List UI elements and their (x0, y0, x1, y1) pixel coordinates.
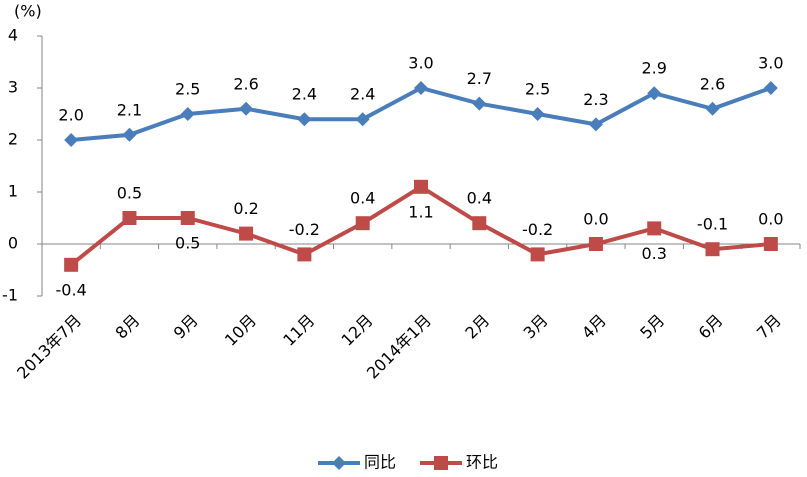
data-point (239, 226, 254, 241)
data-label: -0.2 (522, 220, 553, 239)
data-label: -0.1 (697, 215, 728, 234)
y-tick-label: 1 (8, 182, 18, 201)
data-label: 0.0 (758, 210, 783, 229)
data-label: 0.4 (350, 189, 375, 208)
y-tick-label: -1 (2, 286, 18, 305)
data-label: 3.0 (758, 54, 783, 73)
x-tick-label: 10月 (221, 311, 260, 350)
data-label: 0.5 (175, 234, 200, 253)
y-tick-label: 4 (8, 26, 18, 45)
data-point (530, 107, 545, 121)
data-label: 2.3 (583, 90, 608, 109)
data-point (472, 216, 487, 231)
data-label: 0.0 (583, 210, 608, 229)
data-point (355, 216, 370, 231)
data-point (355, 112, 370, 127)
data-point (588, 237, 603, 251)
data-label: 0.5 (117, 184, 142, 203)
data-label: 0.3 (642, 244, 667, 263)
x-tick-label: 9月 (170, 311, 202, 343)
x-tick-label: 3月 (520, 311, 552, 343)
x-tick-label: 4月 (578, 311, 610, 343)
data-point (763, 81, 778, 95)
data-point (122, 211, 137, 225)
data-point (64, 133, 79, 147)
data-point (530, 247, 545, 262)
x-tick-label: 7月 (753, 311, 785, 343)
y-tick-label: 2 (8, 130, 18, 149)
data-point (414, 179, 428, 194)
data-point (64, 257, 79, 272)
y-unit: (%) (14, 2, 42, 21)
data-point (414, 81, 428, 95)
x-tick-label: 5月 (636, 311, 668, 343)
data-point (239, 101, 254, 116)
data-label: 2.6 (700, 74, 725, 93)
data-label: 2.1 (117, 100, 142, 119)
data-point (588, 117, 603, 132)
data-point (180, 107, 195, 121)
data-point (705, 101, 720, 116)
y-tick-label: 0 (8, 234, 18, 253)
data-label: 2.9 (642, 59, 667, 78)
data-label: -0.4 (56, 280, 87, 299)
data-point (763, 237, 778, 251)
data-label: 2.0 (58, 106, 83, 125)
x-tick-label: 2月 (461, 311, 493, 343)
y-tick-label: 3 (8, 78, 18, 97)
x-tick-label: 11月 (279, 311, 318, 350)
data-label: 2.5 (525, 80, 550, 99)
data-label: 0.4 (467, 189, 492, 208)
data-point (122, 127, 137, 142)
data-label: 2.6 (233, 74, 258, 93)
data-label: 2.4 (350, 85, 375, 104)
data-point (647, 221, 662, 236)
x-tick-label: 12月 (338, 311, 377, 350)
legend-label: 环比 (466, 453, 498, 472)
legend-marker (434, 456, 448, 470)
data-point (180, 211, 195, 225)
data-point (472, 96, 487, 111)
x-tick-label: 2013年7月 (13, 311, 85, 383)
data-label: 2.4 (292, 85, 317, 104)
data-label: 1.1 (408, 202, 433, 221)
data-label: 2.5 (175, 80, 200, 99)
data-label: 0.2 (233, 199, 258, 218)
data-label: 3.0 (408, 54, 433, 73)
legend-label: 同比 (364, 453, 396, 472)
x-tick-label: 6月 (695, 311, 727, 343)
data-point (297, 247, 312, 262)
data-label: -0.2 (289, 220, 320, 239)
data-label: 2.7 (467, 69, 492, 88)
legend-marker (332, 456, 346, 470)
data-point (705, 242, 720, 257)
x-tick-label: 8月 (112, 311, 144, 343)
data-point (647, 86, 662, 101)
data-point (297, 112, 312, 127)
